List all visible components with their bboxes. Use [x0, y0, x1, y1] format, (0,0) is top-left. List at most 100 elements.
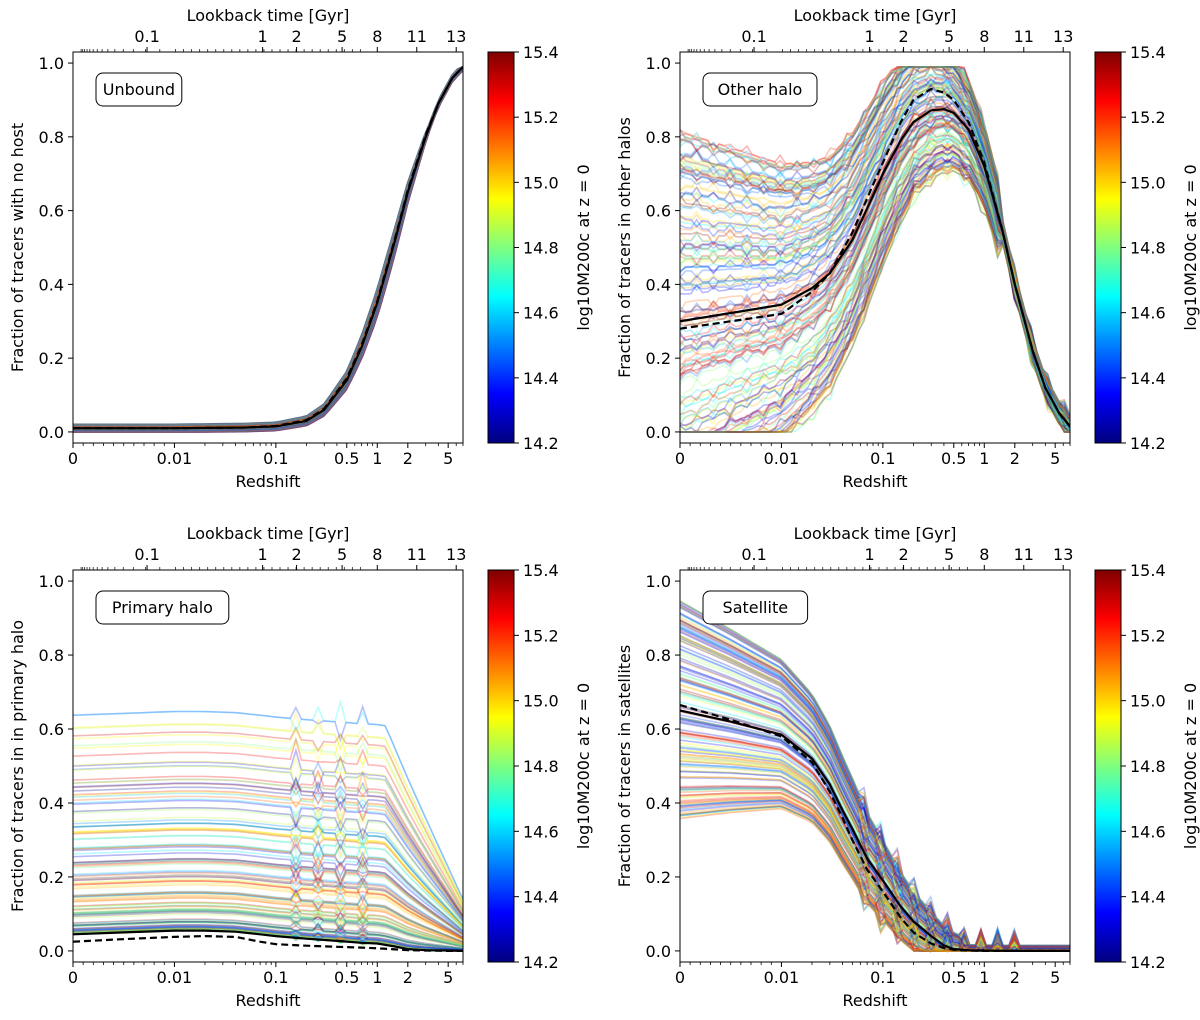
- tracer-curve: [680, 150, 1070, 433]
- colorbar-tick-label: 14.4: [523, 369, 559, 388]
- tracer-curve: [680, 665, 1070, 953]
- tracer-curve: [680, 665, 1070, 952]
- colorbar-tick-label: 15.0: [1130, 692, 1166, 711]
- tracer-curve: [73, 747, 463, 912]
- tracer-curve: [680, 66, 1070, 419]
- tracer-curve: [73, 928, 463, 952]
- tracer-curve: [73, 921, 463, 950]
- tracer-curves: [73, 66, 463, 433]
- colorbar-label: log10M200c at z = 0: [574, 164, 593, 330]
- tracer-curve: [680, 635, 1070, 952]
- tracer-curve: [73, 736, 463, 910]
- tracer-curve: [73, 66, 463, 427]
- x-tick-label: 0.01: [157, 968, 193, 987]
- y-tick-label: 0.2: [646, 868, 671, 887]
- tracer-curve: [73, 67, 463, 431]
- tracer-curve: [680, 160, 1070, 433]
- tracer-curve: [73, 921, 463, 950]
- tracer-curve: [73, 67, 463, 431]
- tracer-curve: [680, 132, 1070, 433]
- tracer-curve: [680, 66, 1070, 417]
- tracer-curve: [73, 67, 463, 431]
- tracer-curve: [73, 67, 463, 431]
- tracer-curve: [680, 133, 1070, 433]
- tracer-curve: [73, 903, 463, 946]
- colorbar-tick-label: 15.0: [523, 173, 559, 192]
- tracer-curve: [680, 66, 1070, 416]
- tracer-curve: [73, 908, 463, 947]
- tracer-curve: [73, 768, 463, 916]
- tracer-curve: [73, 880, 463, 941]
- tracer-curve: [73, 723, 463, 904]
- tracer-curve: [73, 835, 463, 932]
- tracer-curve: [73, 66, 463, 430]
- tracer-curve: [73, 806, 463, 923]
- top-tick-label: 0.1: [134, 27, 159, 46]
- tracer-curve: [73, 69, 463, 433]
- tracer-curve: [73, 902, 463, 947]
- tracer-curve: [73, 68, 463, 432]
- x-tick-label: 0.5: [334, 449, 359, 468]
- tracer-curve: [680, 157, 1070, 433]
- tracer-curve: [73, 66, 463, 430]
- tracer-curve: [73, 704, 463, 900]
- tracer-curve: [73, 813, 463, 926]
- tracer-curve: [680, 676, 1070, 952]
- colorbar-tick-label: 14.8: [523, 757, 559, 776]
- tracer-curve: [73, 863, 463, 936]
- x-tick-label: 0.5: [941, 968, 966, 987]
- tracer-curve: [73, 66, 463, 429]
- top-tick-label: 0.1: [134, 545, 159, 564]
- tracer-curve: [73, 66, 463, 428]
- plot-frame: [679, 569, 1071, 963]
- panel-satellite: 0.0 0.2 0.4 0.6 0.8 1.0 0 0.01 0.1 0.5 1 2 5 0.1 1 2 5 8 1…: [615, 524, 1200, 1010]
- tracer-curve: [73, 901, 463, 946]
- tracer-curve: [73, 925, 463, 951]
- tracer-curve: [680, 155, 1070, 433]
- tracer-curve: [73, 921, 463, 950]
- tracer-curve: [680, 619, 1070, 949]
- top-tick-label: 1: [864, 545, 874, 564]
- tracer-curve: [680, 65, 1070, 421]
- colorbar-tick-label: 14.2: [1130, 953, 1166, 972]
- tracer-curve: [73, 66, 463, 428]
- series-mean-line: [680, 703, 1070, 953]
- tracer-curve: [73, 66, 463, 426]
- tracer-curve: [73, 66, 463, 429]
- tracer-curve: [73, 69, 463, 433]
- tracer-curve: [73, 823, 463, 928]
- tracer-curve: [680, 161, 1070, 433]
- tracer-curve: [73, 69, 463, 433]
- tracer-curve: [73, 67, 463, 432]
- tracer-curve: [73, 67, 463, 431]
- tracer-curve: [73, 66, 463, 427]
- x-tick-label: 0.1: [870, 968, 895, 987]
- tracer-curve: [73, 921, 463, 950]
- tracer-curve: [73, 68, 463, 432]
- tracer-curve: [73, 66, 463, 430]
- tracer-curve: [680, 130, 1070, 432]
- tracer-curve: [73, 903, 463, 946]
- top-tick-label: 13: [1053, 27, 1073, 46]
- tracer-curve: [73, 872, 463, 939]
- tracer-curve: [680, 137, 1070, 433]
- series-mean-line: [73, 934, 463, 953]
- tracer-curve: [73, 68, 463, 432]
- tracer-curve: [73, 827, 463, 928]
- tracer-curve: [680, 680, 1070, 953]
- tracer-curve: [73, 857, 463, 935]
- tracer-curve: [680, 623, 1070, 952]
- tracer-curve: [73, 67, 463, 431]
- tracer-curve: [73, 888, 463, 943]
- tracer-curve: [73, 874, 463, 939]
- y-tick-label: 0.6: [646, 720, 671, 739]
- x-tick-label: 0.01: [157, 449, 193, 468]
- tracer-curve: [73, 66, 463, 426]
- tracer-curve: [73, 67, 463, 431]
- tracer-curve: [73, 781, 463, 917]
- tracer-curve: [73, 66, 463, 426]
- tracer-curve: [680, 614, 1070, 953]
- tracer-curve: [680, 648, 1070, 953]
- top-tick-label: 11: [1014, 27, 1034, 46]
- tracer-curve: [73, 921, 463, 950]
